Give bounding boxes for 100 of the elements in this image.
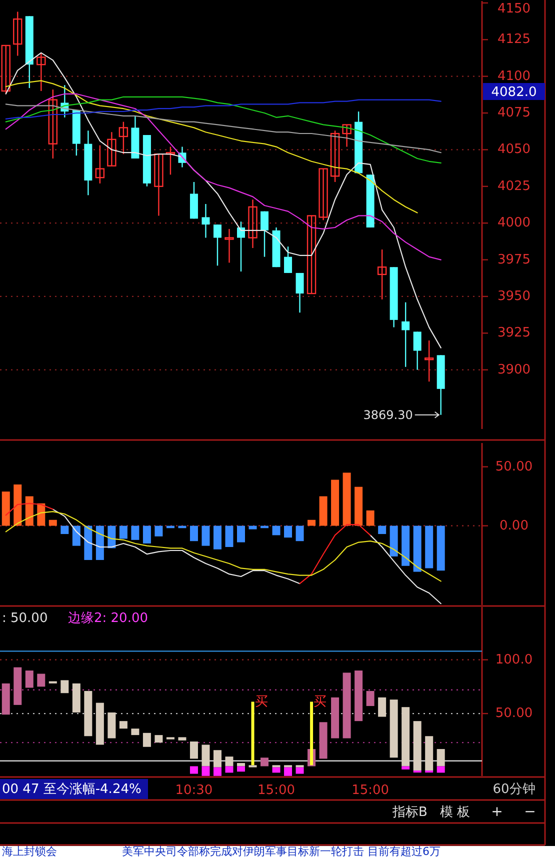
bar [237, 526, 245, 542]
candlestick [306, 215, 316, 294]
bar [142, 732, 151, 747]
bar [390, 526, 398, 556]
bar [284, 767, 292, 776]
bar [202, 766, 210, 776]
y-tick-label: 4125 [497, 32, 531, 48]
bar [402, 707, 410, 766]
bar [190, 766, 198, 774]
data-label: 买 [254, 694, 268, 710]
bar [342, 672, 351, 738]
bar [25, 496, 34, 526]
candlestick [296, 272, 304, 314]
bar [237, 763, 245, 766]
candlestick [224, 228, 234, 264]
bar [436, 749, 445, 766]
bar [190, 742, 198, 759]
bar [260, 758, 269, 766]
y-tick-label: 0.00 [500, 518, 528, 534]
x-tick-label: 15:00 [352, 783, 390, 798]
candlestick [402, 302, 410, 368]
line-series [5, 52, 442, 348]
bar [402, 526, 410, 566]
annotation: 边缘2: 20.00 [68, 611, 148, 626]
bar [72, 526, 80, 546]
text: 60分钟 [492, 782, 536, 797]
y-tick-label: 3900 [497, 362, 531, 378]
bar [331, 697, 340, 738]
line-series [5, 80, 418, 214]
y-tick-label: 3975 [497, 252, 531, 268]
bar [284, 526, 292, 538]
annotation: : 50.00 [2, 611, 48, 626]
candlestick [166, 146, 176, 176]
candlestick [424, 340, 434, 382]
bar [425, 526, 434, 568]
bar [131, 526, 140, 540]
bar [119, 721, 128, 729]
text: 指标B [392, 805, 428, 820]
bar [237, 766, 245, 772]
candlestick [154, 153, 164, 216]
text: 模 板 [440, 805, 470, 820]
bar [131, 728, 140, 736]
bar [14, 484, 22, 526]
y-tick-label: 3950 [497, 288, 531, 304]
bar [202, 526, 210, 546]
data-label: 买 [314, 694, 327, 710]
bar [84, 690, 92, 736]
bar [213, 526, 222, 550]
line-series [5, 99, 442, 120]
candlestick [13, 11, 22, 56]
candlestick [48, 88, 58, 160]
line-series [5, 96, 442, 164]
candlestick [118, 121, 128, 155]
bar [413, 721, 422, 771]
bar [60, 526, 69, 534]
bar [310, 702, 314, 766]
bar [213, 750, 222, 768]
bar [202, 744, 210, 766]
bar [366, 690, 374, 706]
annotation: 3869.30 [363, 408, 413, 422]
y-tick-label: 50.00 [495, 706, 533, 722]
candlestick [318, 168, 328, 221]
bar [436, 526, 445, 571]
bar [436, 766, 445, 773]
candlestick [377, 248, 387, 300]
bar [96, 702, 104, 745]
bar [2, 492, 10, 526]
y-tick-label: 4150 [497, 2, 531, 16]
x-tick-label: 10:30 [175, 783, 213, 798]
candlestick [284, 246, 292, 274]
candlestick [342, 124, 352, 148]
bar [154, 735, 163, 743]
bar [342, 472, 351, 526]
bar [413, 526, 422, 572]
bar [272, 526, 280, 536]
bar [308, 520, 316, 526]
bar [296, 526, 304, 542]
bar [319, 722, 328, 759]
bar [272, 767, 280, 773]
y-tick-label: 3925 [497, 326, 531, 341]
bar [48, 520, 57, 526]
candlestick [413, 331, 422, 370]
y-tick-label: 4100 [497, 68, 531, 84]
line-series [5, 511, 442, 582]
bar [425, 736, 434, 771]
line-series [5, 104, 442, 154]
text: 海上封锁会 [2, 845, 57, 858]
bar [402, 766, 410, 770]
y-tick-label: 50.00 [495, 459, 533, 474]
bar [331, 480, 340, 526]
bar [37, 674, 46, 687]
candlestick [36, 52, 46, 92]
bar [96, 526, 104, 560]
bar [225, 766, 234, 773]
candlestick [202, 203, 210, 238]
bar [190, 526, 198, 542]
y-tick-label: 4075 [497, 106, 531, 121]
bar [154, 526, 163, 536]
text: 美军中央司令部称完成对伊朗军事目标新一轮打击 目前有超过6万 [122, 845, 440, 858]
bar [213, 767, 222, 776]
